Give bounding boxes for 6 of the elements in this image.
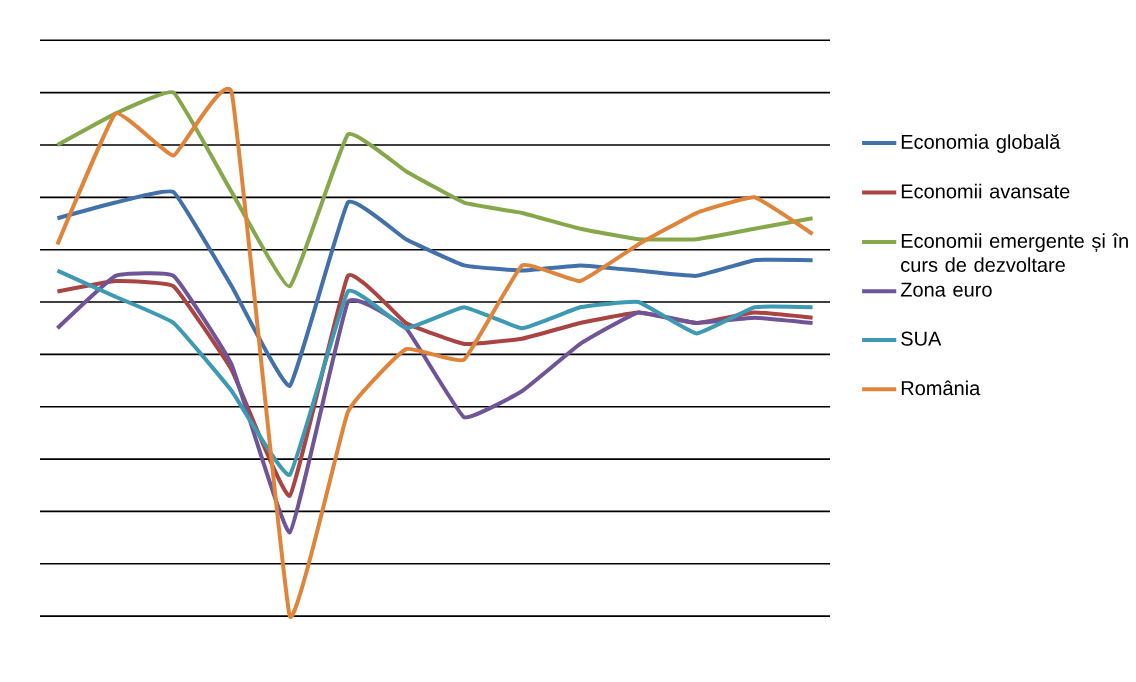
legend-label: Economia globală	[901, 134, 1061, 153]
legend-label: Economii avansate	[901, 183, 1070, 199]
legend-label: SUA	[901, 331, 942, 346]
legend-label: Zona euro	[900, 282, 992, 297]
legend-label: România	[901, 380, 981, 396]
legend-label: Economii emergente și în curs de dezvoltare	[901, 233, 1128, 272]
